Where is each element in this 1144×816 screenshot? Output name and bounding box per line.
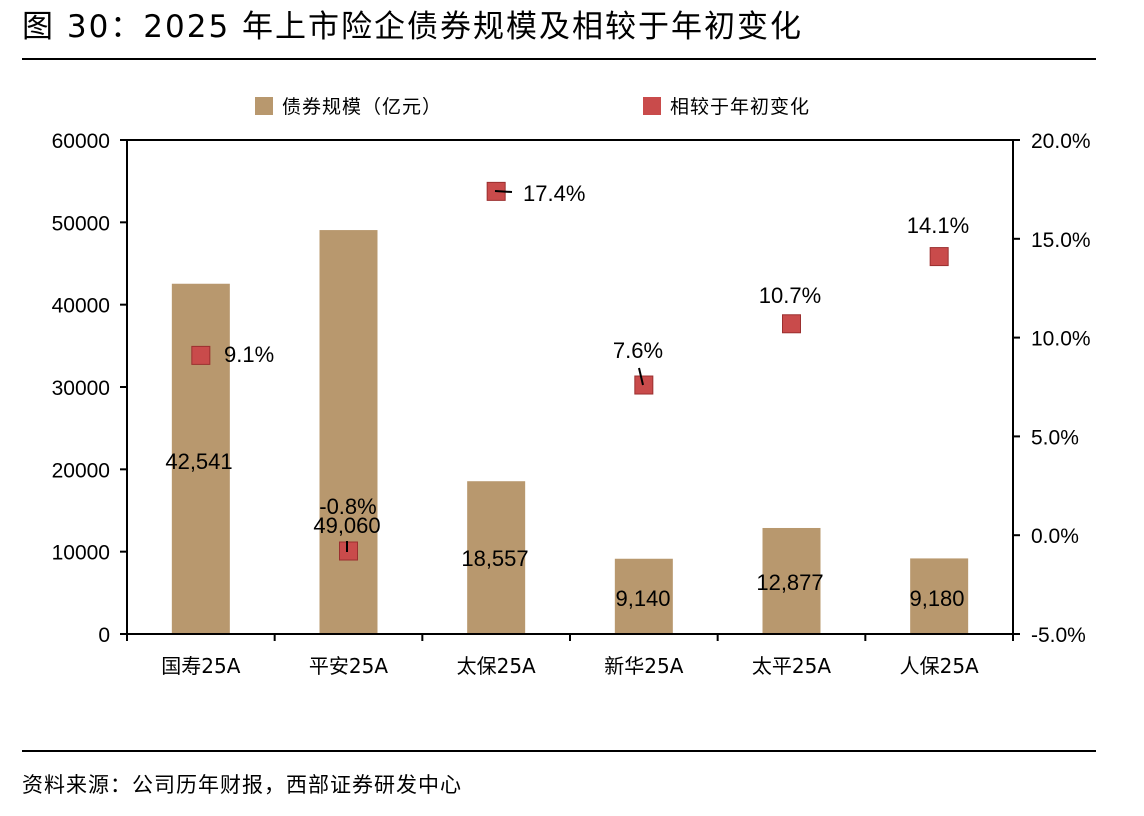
change-marker-0 bbox=[191, 345, 211, 365]
bar-value-label-2: 18,557 bbox=[461, 546, 528, 571]
legend-label-bond-scale: 债券规模（亿元） bbox=[282, 96, 442, 118]
title-divider bbox=[22, 58, 1096, 60]
change-value-label-2: 17.4% bbox=[523, 181, 585, 206]
left-tick-label-3: 30000 bbox=[52, 377, 110, 400]
change-value-label-3: 7.6% bbox=[613, 338, 663, 363]
change-marker-4 bbox=[782, 314, 801, 334]
legend-swatch-bond-scale bbox=[255, 97, 273, 115]
change-value-label-5: 14.1% bbox=[907, 213, 969, 238]
right-tick-label-0: -5.0% bbox=[1031, 624, 1086, 647]
left-tick-label-5: 50000 bbox=[52, 212, 110, 235]
source-note: 资料来源：公司历年财报，西部证券研发中心 bbox=[22, 773, 462, 797]
legend-label-change: 相较于年初变化 bbox=[670, 96, 810, 118]
bar-value-label-4: 12,877 bbox=[756, 570, 823, 595]
bar-value-label-5: 9,180 bbox=[909, 586, 964, 611]
x-tick-label-4: 太平25A bbox=[752, 654, 831, 678]
left-tick-label-1: 10000 bbox=[52, 542, 110, 565]
bar-2 bbox=[467, 481, 526, 634]
bar-4 bbox=[762, 527, 821, 634]
leader-line-3 bbox=[638, 367, 644, 386]
x-tick-label-2: 太保25A bbox=[457, 654, 536, 678]
right-tick-label-5: 20.0% bbox=[1031, 130, 1091, 153]
right-tick-label-2: 5.0% bbox=[1031, 426, 1079, 449]
x-tick-label-0: 国寿25A bbox=[161, 654, 240, 678]
source-divider bbox=[22, 750, 1096, 752]
left-tick-label-4: 40000 bbox=[52, 295, 110, 318]
change-value-label-0: 9.1% bbox=[224, 342, 274, 367]
right-tick-label-3: 10.0% bbox=[1031, 328, 1091, 351]
change-value-label-1: -0.8% bbox=[319, 494, 376, 519]
change-marker-5 bbox=[929, 247, 949, 267]
change-marker-3 bbox=[634, 375, 654, 395]
change-value-label-4: 10.7% bbox=[759, 283, 821, 308]
leader-line-2 bbox=[494, 190, 513, 193]
x-tick-label-1: 平安25A bbox=[309, 654, 388, 678]
bar-value-label-3: 9,140 bbox=[615, 586, 670, 611]
right-tick-label-1: 0.0% bbox=[1031, 525, 1079, 548]
right-tick-label-4: 15.0% bbox=[1031, 229, 1091, 252]
x-tick-label-5: 人保25A bbox=[900, 654, 979, 678]
left-tick-label-6: 60000 bbox=[52, 130, 110, 153]
bond-scale-chart: 债券规模（亿元） 相较于年初变化 0 10000 20000 30000 40000 5000… bbox=[52, 96, 1091, 678]
bar-0 bbox=[171, 283, 230, 634]
bar-1 bbox=[319, 230, 378, 634]
bar-3 bbox=[614, 558, 673, 634]
bar-5 bbox=[910, 558, 969, 634]
bar-value-label-0: 42,541 bbox=[165, 449, 232, 474]
x-tick-label-3: 新华25A bbox=[604, 654, 683, 678]
figure-title: 图 30：2025 年上市险企债券规模及相较于年初变化 bbox=[22, 9, 804, 45]
change-marker-1 bbox=[339, 541, 358, 561]
left-tick-label-2: 20000 bbox=[52, 459, 110, 482]
left-tick-label-0: 0 bbox=[98, 624, 110, 647]
bar-value-label-1: 49,060 bbox=[313, 513, 380, 538]
legend-swatch-change bbox=[643, 97, 661, 115]
